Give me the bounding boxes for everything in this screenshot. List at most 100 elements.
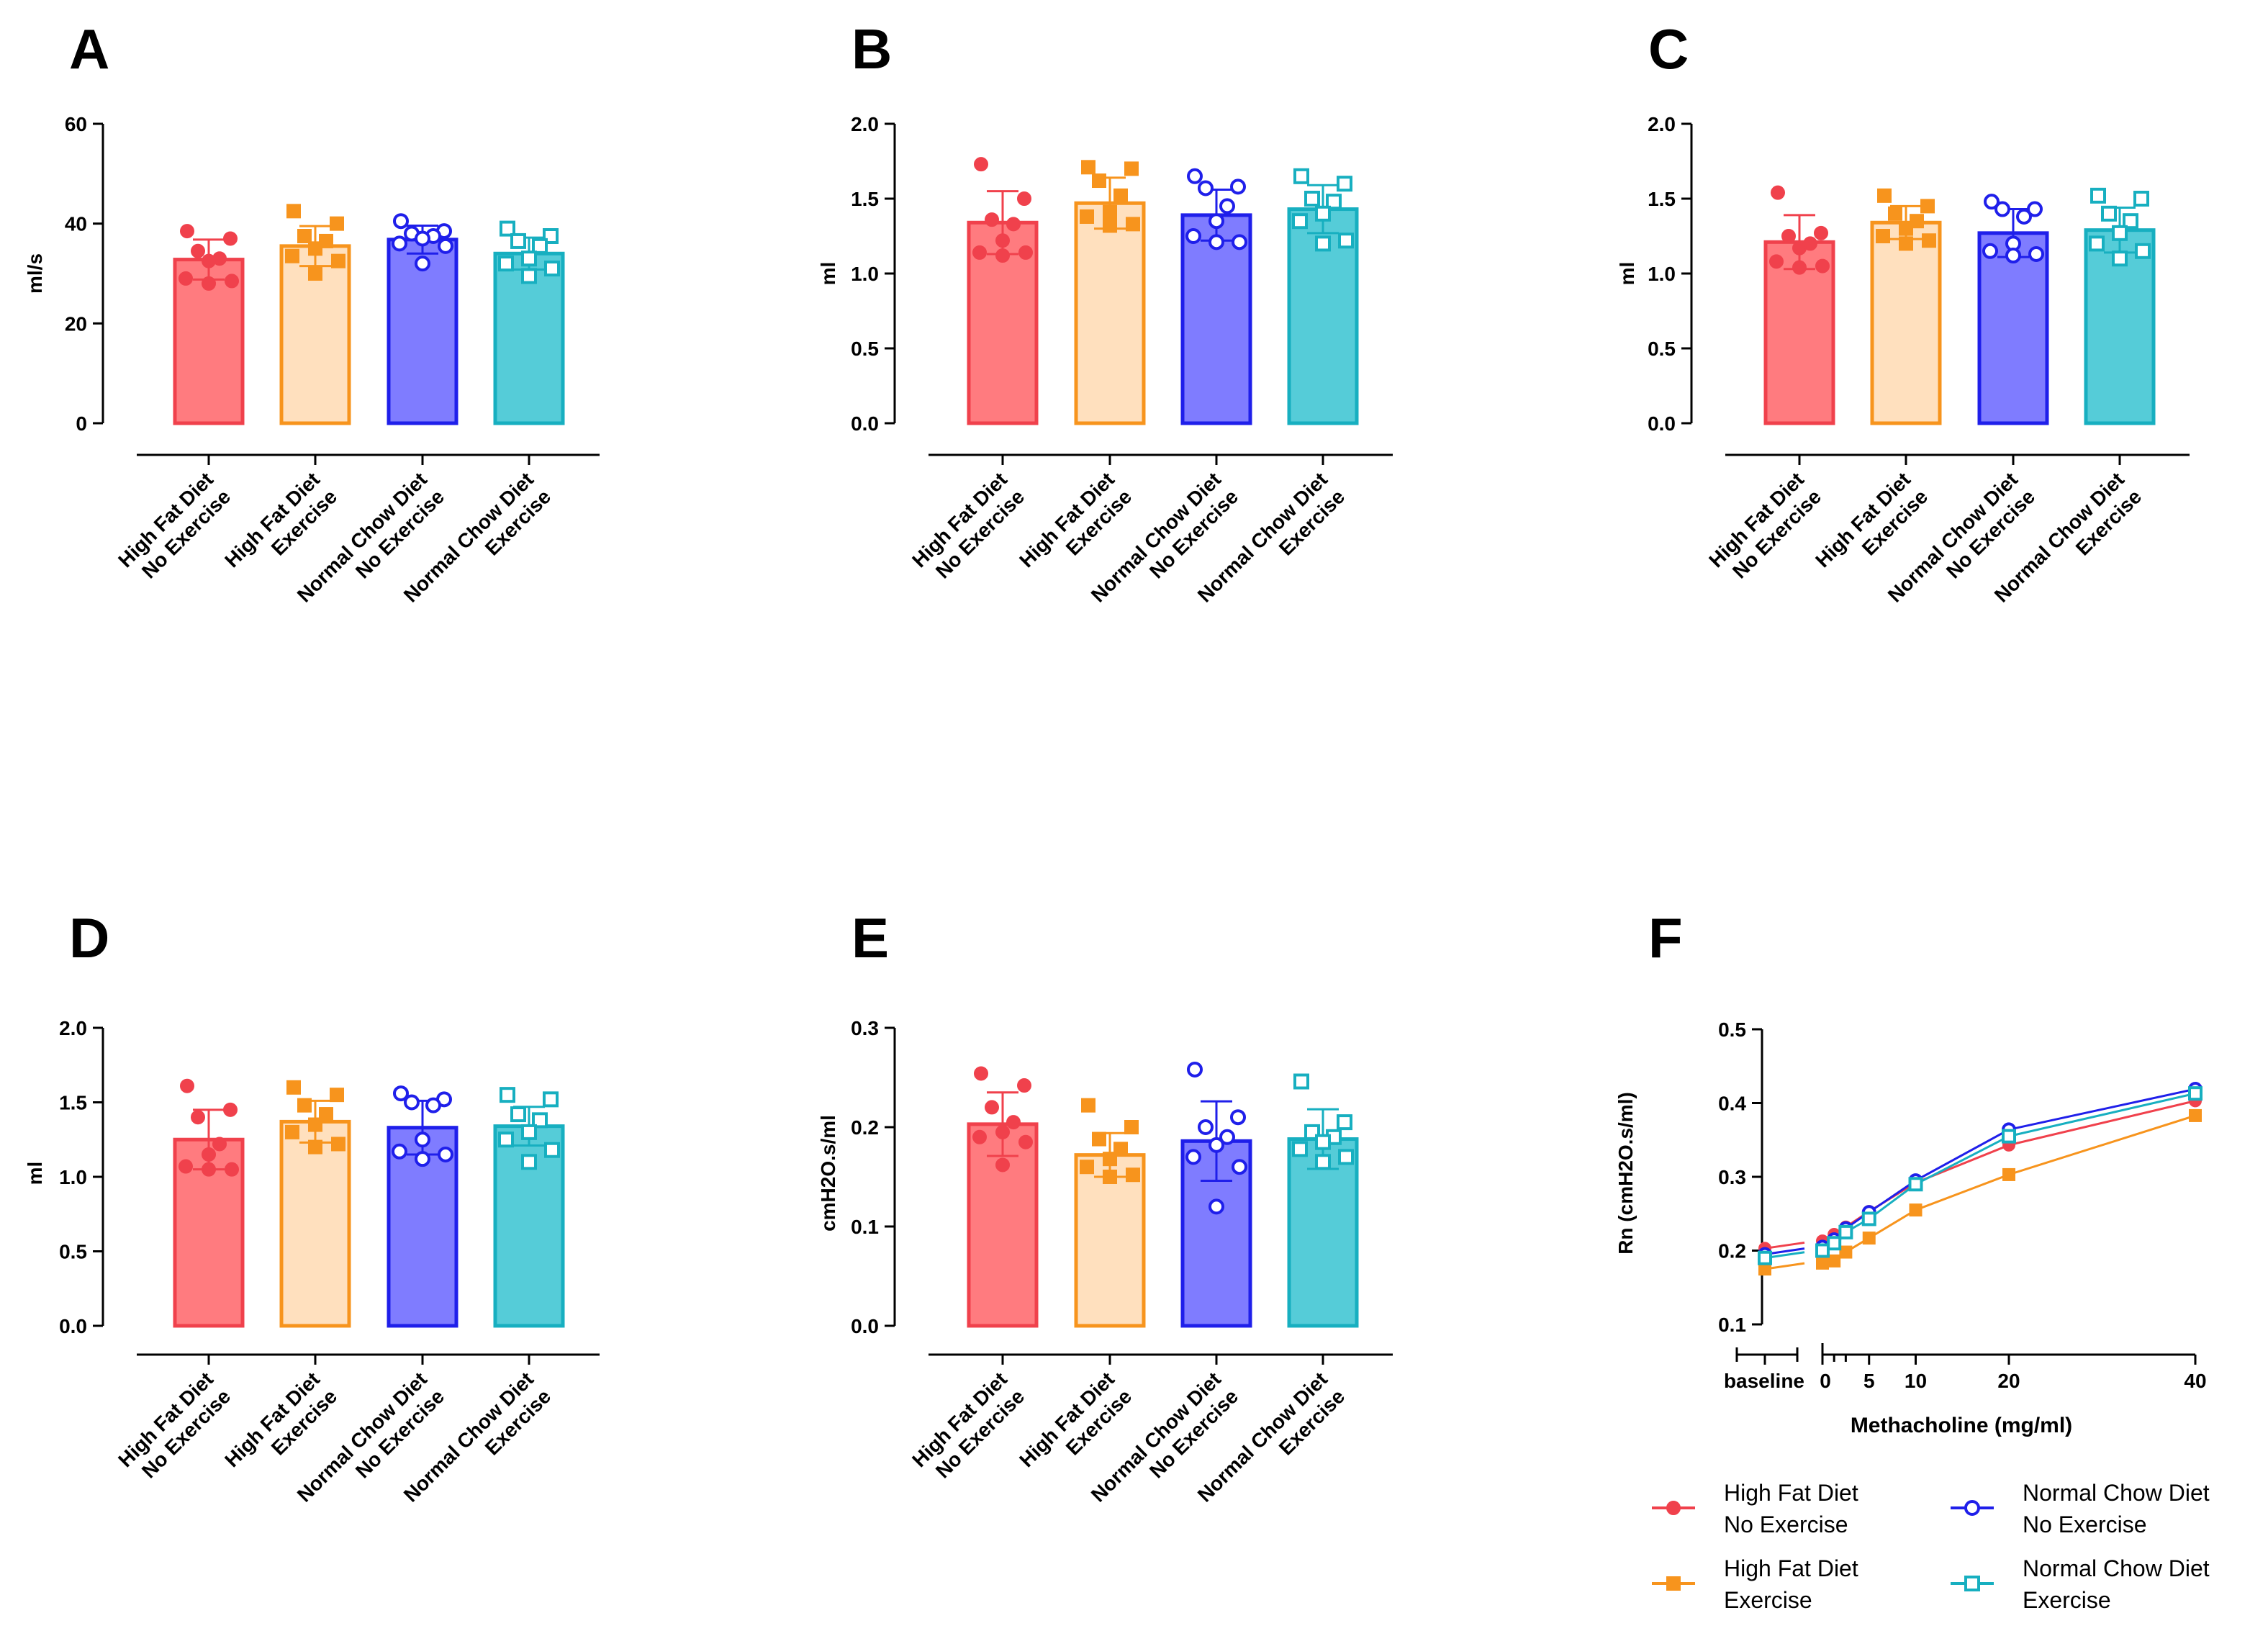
legend-marker-hfd_ne xyxy=(1666,1501,1681,1515)
data-point-a-hfd_ex-3 xyxy=(319,233,333,248)
data-point-e-ncd_ex-5 xyxy=(1292,1141,1308,1157)
y-axis-title-f: Rn (cmH2O.s/ml) xyxy=(1614,1092,1637,1255)
legend-label-hfd_ne-line1: High Fat Diet xyxy=(1724,1480,1858,1506)
data-point-e-ncd_ne-6 xyxy=(1232,1159,1247,1175)
data-point-b-hfd_ne-2 xyxy=(985,212,999,227)
y-tick-label-c-2: 1.0 xyxy=(1648,263,1676,285)
data-point-b-ncd_ex-3 xyxy=(1326,194,1342,210)
data-point-b-ncd_ne-5 xyxy=(1185,228,1201,244)
data-point-c-hfd_ex-0 xyxy=(1877,188,1892,203)
data-point-e-ncd_ne-7 xyxy=(1208,1198,1224,1215)
data-point-e-hfd_ne-4 xyxy=(995,1124,1010,1139)
data-point-d-ncd_ex-2 xyxy=(510,1106,526,1123)
data-point-b-hfd_ex-1 xyxy=(1124,161,1139,176)
data-point-d-hfd_ne-4 xyxy=(202,1147,216,1162)
data-point-e-hfd_ne-1 xyxy=(1017,1078,1031,1093)
data-point-d-ncd_ne-4 xyxy=(415,1131,430,1148)
data-point-b-ncd_ex-6 xyxy=(1338,232,1354,249)
y-tick-label-f-4: 0.5 xyxy=(1718,1018,1746,1041)
series-point-hfd_ex-2 xyxy=(1839,1245,1853,1259)
data-point-d-hfd_ex-0 xyxy=(286,1080,301,1095)
data-point-e-ncd_ex-6 xyxy=(1338,1149,1354,1165)
y-axis-title-d: ml xyxy=(24,1162,46,1185)
data-point-a-hfd_ne-5 xyxy=(179,271,193,286)
legend-marker-hfd_ex xyxy=(1666,1576,1681,1591)
data-point-b-ncd_ne-2 xyxy=(1198,180,1214,196)
panel-letter-e: E xyxy=(851,906,889,970)
y-tick-label-a-3: 60 xyxy=(65,113,87,135)
series-point-hfd_ex-0 xyxy=(1816,1256,1829,1270)
data-point-b-hfd_ex-7 xyxy=(1103,218,1117,233)
data-point-e-ncd_ne-5 xyxy=(1185,1149,1201,1165)
baseline-line-hfd_ex xyxy=(1764,1262,1805,1270)
y-tick-label-d-0: 0.0 xyxy=(59,1315,87,1337)
series-point-hfd_ex-1 xyxy=(1827,1254,1841,1268)
y-tick-label-a-2: 40 xyxy=(65,213,87,235)
data-point-d-hfd_ex-2 xyxy=(297,1098,312,1113)
data-point-b-hfd_ex-6 xyxy=(1126,217,1140,232)
data-point-c-ncd_ne-1 xyxy=(2027,201,2043,217)
y-tick-label-b-4: 2.0 xyxy=(851,113,879,135)
legend-label-hfd_ex-line1: High Fat Diet xyxy=(1724,1555,1858,1581)
data-point-c-hfd_ne-5 xyxy=(1769,254,1784,269)
data-point-b-hfd_ne-0 xyxy=(974,157,988,172)
y-tick-label-c-0: 0.0 xyxy=(1648,412,1676,435)
data-point-d-ncd_ne-3 xyxy=(425,1097,441,1113)
y-tick-label-c-4: 2.0 xyxy=(1648,113,1676,135)
series-point-hfd_ex-6 xyxy=(2189,1108,2202,1122)
data-point-d-hfd_ne-7 xyxy=(202,1162,216,1177)
legend-label-ncd_ne-line1: Normal Chow Diet xyxy=(2023,1480,2210,1506)
data-point-a-hfd_ex-6 xyxy=(331,253,345,268)
data-point-a-ncd_ne-0 xyxy=(393,213,409,230)
bar-b-hfd_ex xyxy=(1074,201,1146,425)
data-point-d-ncd_ne-0 xyxy=(393,1085,409,1102)
data-point-a-ncd_ne-6 xyxy=(438,238,453,254)
data-point-c-ncd_ne-5 xyxy=(1982,243,1998,259)
data-point-c-ncd_ex-6 xyxy=(2135,243,2151,259)
data-point-e-hfd_ex-7 xyxy=(1103,1170,1117,1184)
baseline-line-hfd_ne xyxy=(1764,1241,1805,1250)
data-point-d-hfd_ex-5 xyxy=(285,1124,299,1139)
data-point-e-hfd_ne-3 xyxy=(1006,1115,1021,1130)
legend-label-ncd_ne-line2: No Exercise xyxy=(2023,1512,2147,1537)
y-tick-label-d-4: 2.0 xyxy=(59,1017,87,1039)
data-point-a-hfd_ex-7 xyxy=(308,266,322,281)
data-point-d-ncd_ex-5 xyxy=(498,1131,514,1148)
data-point-e-ncd_ex-4 xyxy=(1315,1134,1331,1150)
data-point-a-ncd_ne-5 xyxy=(392,235,407,252)
data-point-c-ncd_ex-3 xyxy=(2123,213,2138,230)
series-point-ncd_ex-6 xyxy=(2188,1086,2203,1101)
data-point-b-ncd_ex-0 xyxy=(1293,168,1309,184)
data-point-a-hfd_ex-4 xyxy=(308,241,322,256)
series-point-ncd_ex-2 xyxy=(1838,1224,1853,1239)
bar-c-ncd_ne xyxy=(1977,231,2049,425)
data-point-e-hfd_ex-5 xyxy=(1080,1160,1094,1175)
x-tick-label-f-3: 20 xyxy=(1997,1370,2020,1392)
data-point-e-hfd_ex-3 xyxy=(1113,1142,1128,1157)
data-point-e-hfd_ne-6 xyxy=(1018,1134,1033,1149)
y-tick-label-d-2: 1.0 xyxy=(59,1166,87,1188)
y-axis-title-c: ml xyxy=(1616,262,1638,286)
data-point-b-hfd_ne-7 xyxy=(995,248,1010,263)
data-point-a-ncd_ne-7 xyxy=(415,256,430,272)
y-tick-label-e-1: 0.1 xyxy=(851,1216,879,1238)
data-point-d-hfd_ne-1 xyxy=(223,1102,238,1117)
data-point-a-ncd_ex-7 xyxy=(521,268,537,284)
data-point-c-hfd_ex-7 xyxy=(1899,236,1913,251)
y-tick-label-f-3: 0.4 xyxy=(1718,1093,1746,1115)
x-tick-label-f-2: 10 xyxy=(1905,1370,1927,1392)
y-tick-label-f-2: 0.3 xyxy=(1718,1166,1746,1188)
series-point-hfd_ex-3 xyxy=(1862,1232,1876,1245)
data-point-a-hfd_ne-7 xyxy=(202,276,216,291)
data-point-e-hfd_ex-6 xyxy=(1126,1167,1140,1183)
data-point-a-hfd_ex-5 xyxy=(285,248,299,263)
data-point-c-hfd_ne-4 xyxy=(1792,240,1807,256)
data-point-a-hfd_ne-6 xyxy=(225,274,239,289)
series-point-ncd_ex-3 xyxy=(1861,1211,1876,1226)
x-tick-label-f-0: 0 xyxy=(1820,1370,1831,1392)
data-point-e-ncd_ex-1 xyxy=(1337,1114,1352,1131)
data-point-d-hfd_ne-6 xyxy=(225,1162,239,1177)
data-point-c-hfd_ex-3 xyxy=(1910,214,1924,229)
series-point-hfd_ex-5 xyxy=(2002,1167,2015,1181)
